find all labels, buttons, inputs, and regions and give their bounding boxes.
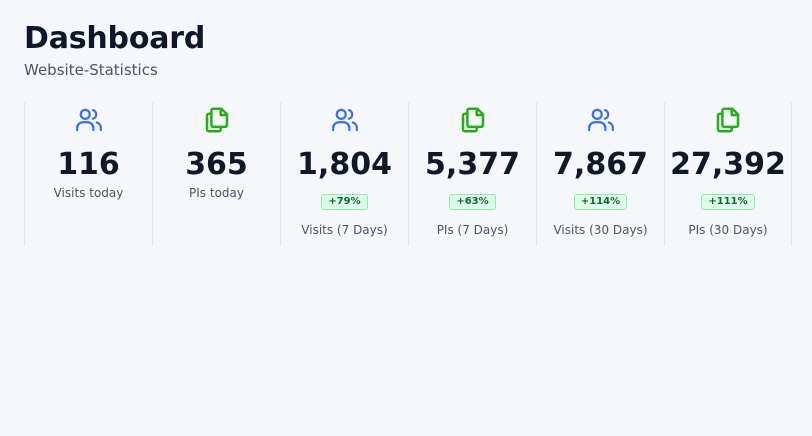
- stat-visits-30-days: 7,867 +114% Visits (30 Days): [536, 102, 664, 246]
- stat-pis-7-days: 5,377 +63% PIs (7 Days): [408, 102, 536, 246]
- stat-value: 7,867: [553, 147, 648, 182]
- stat-value: 116: [57, 147, 120, 182]
- stat-label: PIs today: [189, 186, 244, 200]
- copy-icon: [202, 105, 232, 135]
- stat-visits-7-days: 1,804 +79% Visits (7 Days): [280, 102, 408, 246]
- users-icon: [330, 105, 360, 135]
- stat-label: Visits today: [53, 186, 124, 200]
- stat-value: 365: [185, 147, 248, 182]
- users-icon: [586, 105, 616, 135]
- copy-icon: [713, 105, 743, 135]
- page-title: Dashboard: [24, 21, 206, 56]
- stat-label: PIs (30 Days): [688, 223, 768, 237]
- stat-value: 1,804: [297, 147, 392, 182]
- change-badge: +111%: [701, 194, 755, 210]
- copy-icon: [458, 105, 488, 135]
- users-icon: [74, 105, 104, 135]
- stat-pis-30-days: 27,392 +111% PIs (30 Days): [664, 102, 792, 246]
- change-badge: +114%: [573, 194, 628, 210]
- stat-label: Visits (7 Days): [301, 223, 388, 237]
- stat-value: 27,392: [670, 147, 786, 182]
- stat-label: Visits (30 Days): [553, 223, 648, 237]
- stat-value: 5,377: [425, 147, 520, 182]
- stat-pis-today: 365 PIs today: [152, 102, 280, 246]
- stat-label: PIs (7 Days): [436, 223, 509, 237]
- page-subtitle: Website-Statistics: [24, 61, 158, 79]
- stat-visits-today: 116 Visits today: [24, 102, 152, 246]
- stats-row: 116 Visits today 365 PIs today: [24, 102, 792, 246]
- change-badge: +63%: [449, 194, 496, 210]
- change-badge: +79%: [321, 194, 368, 210]
